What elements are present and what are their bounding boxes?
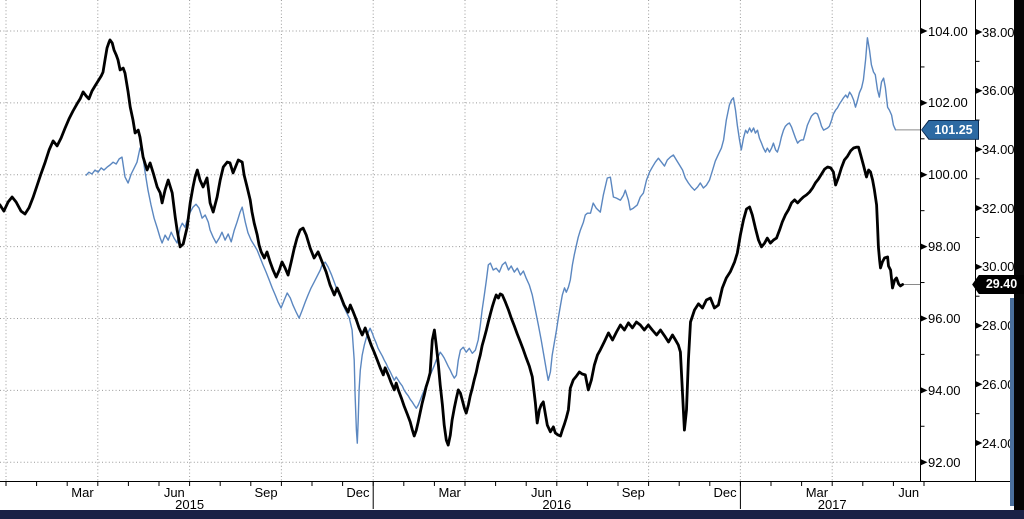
- y-tick-label-outer: 38.00: [982, 24, 1015, 40]
- bottom-status-bar: [0, 510, 1024, 519]
- blue-series-inner-scale-path: [85, 37, 897, 444]
- x-month-label: Jun: [898, 485, 920, 500]
- last-price-value-inner: 101.25: [934, 122, 973, 137]
- y-major-tick: [976, 381, 983, 388]
- y-tick-label-outer: 30.00: [982, 259, 1015, 275]
- badge-fill: [973, 275, 1023, 293]
- y-major-tick: [976, 263, 983, 270]
- x-month-label: Jun: [531, 485, 552, 500]
- window-edge: [1010, 298, 1014, 506]
- y-major-tick: [921, 28, 928, 34]
- x-month-label: Dec: [346, 485, 370, 500]
- y-tick-label-inner: 96.00: [928, 310, 961, 326]
- x-month-label: Sep: [254, 485, 278, 500]
- y-major-tick: [976, 440, 983, 446]
- x-year-label: 2015: [175, 497, 205, 512]
- y-tick-label-inner: 104.00: [928, 23, 968, 39]
- y-tick-label-inner: 94.00: [928, 382, 961, 398]
- window-right-border: [1014, 0, 1024, 519]
- x-month-label: Mar: [805, 485, 829, 500]
- y-major-tick: [921, 171, 928, 178]
- y-tick-label-outer: 32.00: [982, 200, 1015, 216]
- y-tick-label-inner: 100.00: [928, 167, 968, 183]
- x-month-label: Mar: [71, 485, 94, 500]
- last-price-value-outer: 29.40: [985, 277, 1018, 292]
- y-major-tick: [976, 205, 983, 212]
- y-major-tick: [921, 387, 928, 394]
- x-month-label: Mar: [438, 485, 461, 500]
- y-major-tick: [976, 322, 983, 329]
- y-tick-label-inner: 102.00: [928, 95, 968, 111]
- y-major-tick: [921, 459, 928, 466]
- y-tick-label-outer: 34.00: [982, 141, 1015, 157]
- y-major-tick: [976, 87, 983, 94]
- x-month-label: Jun: [163, 485, 185, 500]
- y-tick-label-outer: 28.00: [982, 318, 1015, 334]
- y-tick-label-inner: 92.00: [928, 454, 961, 470]
- y-major-tick: [921, 315, 928, 322]
- y-major-tick: [921, 99, 928, 106]
- last-price-badge-outer: 29.40: [972, 274, 1024, 294]
- x-year-label: 2016: [542, 497, 572, 512]
- y-tick-label-outer: 26.00: [982, 376, 1015, 392]
- black-series-outer-scale-path: [0, 38, 904, 447]
- y-major-tick: [976, 146, 983, 153]
- y-tick-label-outer: 24.00: [982, 435, 1015, 451]
- x-year-label: 2017: [817, 497, 847, 512]
- y-tick-label-inner: 98.00: [928, 239, 961, 255]
- x-month-label: Sep: [621, 485, 645, 500]
- last-price-badge-inner: 101.25: [921, 119, 979, 140]
- x-month-label: Dec: [713, 485, 737, 500]
- y-major-tick: [976, 29, 983, 35]
- y-tick-label-outer: 36.00: [982, 83, 1015, 99]
- y-major-tick: [921, 243, 928, 250]
- badge-fill: [922, 120, 978, 139]
